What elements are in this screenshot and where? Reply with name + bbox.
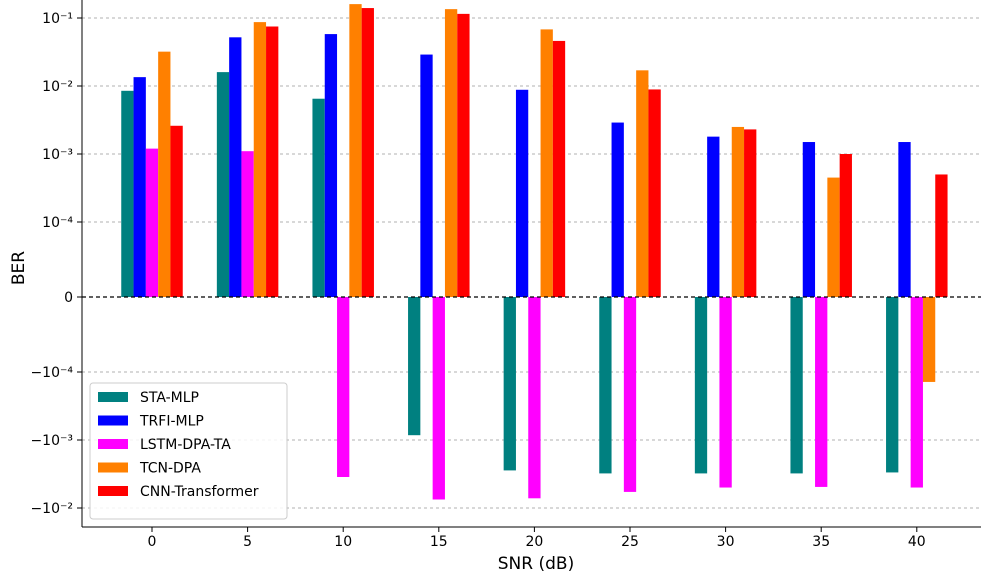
bar-sta-mlp bbox=[503, 297, 516, 471]
legend-swatch bbox=[98, 462, 128, 473]
bar-cnn-transformer bbox=[839, 154, 852, 297]
bar-sta-mlp bbox=[121, 90, 134, 297]
x-tick-label: 40 bbox=[908, 534, 926, 550]
y-tick-label: −10⁻⁴ bbox=[30, 365, 73, 381]
x-tick-label: 5 bbox=[243, 534, 252, 550]
legend-label: CNN-Transformer bbox=[140, 484, 259, 500]
bar-trfi-mlp bbox=[898, 142, 911, 297]
legend-box bbox=[89, 382, 288, 520]
bar-cnn-transformer bbox=[457, 13, 470, 298]
y-tick-label: 0 bbox=[64, 290, 73, 306]
bar-cnn-transformer bbox=[744, 129, 757, 297]
bar-trfi-mlp bbox=[324, 34, 338, 298]
bar-lstm-dpa-ta bbox=[719, 297, 732, 488]
x-tick-label: 10 bbox=[334, 534, 352, 550]
bar-trfi-mlp bbox=[515, 89, 529, 297]
y-tick-label: 10⁻² bbox=[42, 79, 73, 95]
legend[interactable]: STA-MLP TRFI-MLP LSTM-DPA-TA TCN-DPA CNN-Tra… bbox=[89, 382, 288, 520]
bar-trfi-mlp bbox=[420, 54, 433, 298]
x-tick-label: 25 bbox=[621, 534, 639, 550]
bar-tcn-dpa bbox=[540, 29, 553, 297]
x-tick-label: 20 bbox=[525, 534, 543, 550]
axes bbox=[77, 0, 981, 532]
x-tick-label: 15 bbox=[430, 534, 448, 550]
bar-cnn-transformer bbox=[552, 40, 566, 298]
bar-cnn-transformer bbox=[170, 125, 183, 297]
bar-cnn-transformer bbox=[361, 8, 374, 298]
bar-sta-mlp bbox=[886, 297, 899, 473]
bar-tcn-dpa bbox=[253, 22, 267, 298]
bar-lstm-dpa-ta bbox=[432, 297, 445, 500]
bars bbox=[121, 4, 948, 500]
bar-sta-mlp bbox=[790, 297, 803, 474]
bar-lstm-dpa-ta bbox=[145, 148, 159, 297]
legend-swatch bbox=[98, 392, 128, 402]
bar-tcn-dpa bbox=[444, 9, 458, 297]
bar-tcn-dpa bbox=[827, 177, 840, 297]
bar-lstm-dpa-ta bbox=[337, 297, 350, 477]
x-tick-label: 30 bbox=[717, 534, 735, 550]
legend-label: TRFI-MLP bbox=[139, 414, 204, 430]
bar-tcn-dpa bbox=[922, 297, 936, 382]
bar-trfi-mlp bbox=[802, 142, 816, 297]
y-tick-label: 10⁻³ bbox=[42, 147, 73, 163]
bar-lstm-dpa-ta bbox=[528, 297, 541, 499]
legend-swatch bbox=[98, 439, 128, 449]
bar-tcn-dpa bbox=[731, 126, 745, 297]
bar-sta-mlp bbox=[599, 297, 612, 474]
bar-lstm-dpa-ta bbox=[623, 297, 637, 492]
y-tick-label: 10⁻⁴ bbox=[42, 215, 73, 231]
bar-lstm-dpa-ta bbox=[241, 151, 254, 297]
legend-label: TCN-DPA bbox=[139, 461, 201, 477]
bar-tcn-dpa bbox=[349, 4, 362, 298]
legend-swatch bbox=[98, 415, 128, 426]
x-tick-label: 0 bbox=[148, 534, 157, 550]
y-tick-label: −10⁻³ bbox=[30, 433, 73, 449]
legend-label: LSTM-DPA-TA bbox=[140, 437, 231, 453]
bar-cnn-transformer bbox=[648, 89, 661, 297]
bar-sta-mlp bbox=[312, 98, 325, 297]
y-tick-label: −10⁻² bbox=[30, 501, 73, 517]
y-tick-label: 10⁻¹ bbox=[42, 11, 73, 27]
bar-tcn-dpa bbox=[636, 70, 649, 297]
bar-lstm-dpa-ta bbox=[910, 297, 923, 488]
x-tick-label: 35 bbox=[812, 534, 830, 550]
bar-cnn-transformer bbox=[935, 174, 948, 297]
bar-trfi-mlp bbox=[229, 37, 242, 298]
legend-swatch bbox=[98, 486, 128, 496]
tick-labels: 10⁻¹ 10⁻² 10⁻³ 10⁻⁴ 0 −10⁻⁴ −10⁻³ −10⁻² 0 5 10 15 20… bbox=[30, 11, 925, 550]
bar-sta-mlp bbox=[216, 72, 230, 298]
y-axis-title: BER bbox=[9, 251, 29, 285]
bar-trfi-mlp bbox=[707, 136, 720, 297]
legend-label: STA-MLP bbox=[140, 390, 199, 406]
bar-lstm-dpa-ta bbox=[815, 297, 828, 487]
x-axis-title: SNR (dB) bbox=[498, 554, 574, 574]
bar-sta-mlp bbox=[408, 297, 421, 436]
bar-tcn-dpa bbox=[158, 51, 171, 298]
bar-trfi-mlp bbox=[611, 122, 624, 297]
bar-trfi-mlp bbox=[133, 77, 146, 297]
bar-cnn-transformer bbox=[266, 26, 279, 297]
bar-sta-mlp bbox=[694, 297, 708, 474]
